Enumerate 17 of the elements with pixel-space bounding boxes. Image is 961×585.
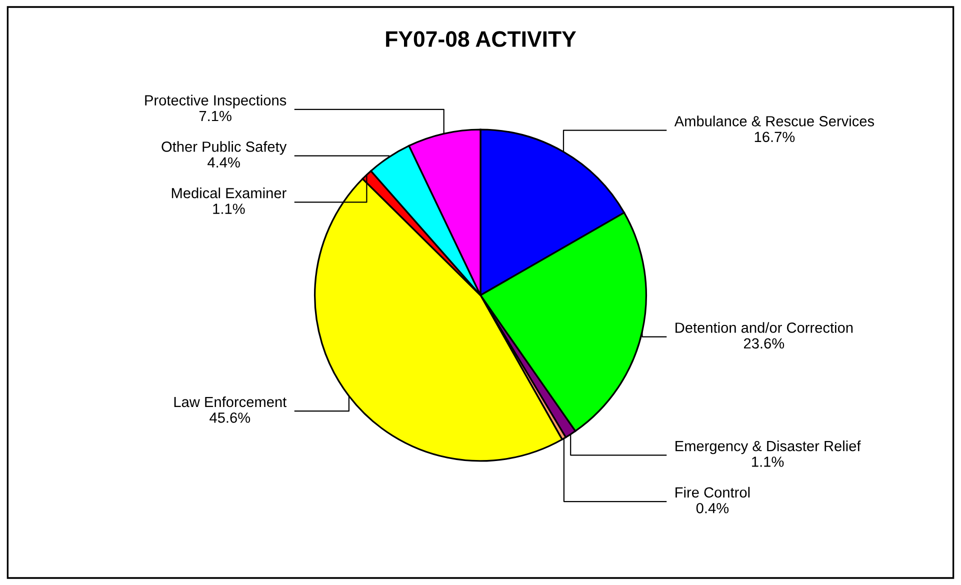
slice-label: Detention and/or Correction xyxy=(676,322,853,333)
slice-label: Protective Inspections xyxy=(145,94,286,108)
data-label: 45.6% xyxy=(210,412,250,423)
data-label: 1.1% xyxy=(752,456,784,467)
chart-title: FY07-08 ACTIVITY xyxy=(386,31,576,47)
data-label: 0.4% xyxy=(696,502,729,514)
data-label: 7.1% xyxy=(199,110,232,122)
slice-label: Medical Examiner xyxy=(172,188,286,198)
slice-label: Law Enforcement xyxy=(174,396,287,408)
slice-label: Other Public Safety xyxy=(162,141,287,155)
slice-label: Ambulance & Rescue Services xyxy=(674,116,874,126)
data-label: 4.4% xyxy=(208,157,240,168)
slice-label: Fire Control xyxy=(676,486,750,498)
data-label: 16.7% xyxy=(754,132,795,142)
slice-label: Emergency & Disaster Relief xyxy=(676,440,861,454)
data-label: 1.1% xyxy=(213,204,245,214)
data-label: 23.6% xyxy=(744,338,784,349)
